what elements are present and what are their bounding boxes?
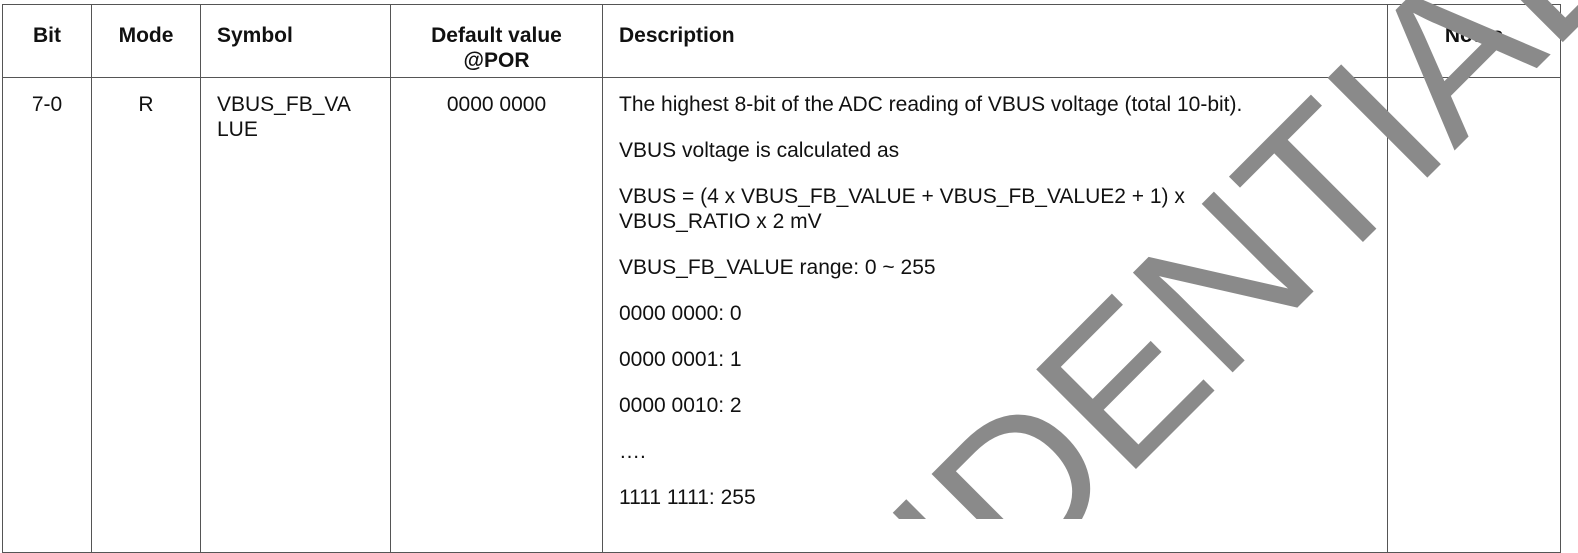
- desc-formula-line2: VBUS_RATIO x 2 mV: [619, 210, 822, 233]
- desc-line: 0000 0010: 2: [619, 394, 742, 417]
- cell-symbol: VBUS_FB_VA LUE: [200, 77, 391, 553]
- desc-line: 0000 0000: 0: [619, 302, 742, 325]
- header-bit: Bit: [2, 4, 92, 78]
- header-notes: Notes: [1387, 4, 1561, 78]
- desc-line: ….: [619, 440, 646, 463]
- header-default-line2: @POR: [463, 49, 530, 72]
- desc-line: VBUS voltage is calculated as: [619, 139, 900, 162]
- cell-bit: 7-0: [2, 77, 92, 553]
- header-description: Description: [602, 4, 1388, 78]
- cell-default-value: 0000 0000: [390, 77, 603, 553]
- header-default-line1: Default value: [431, 24, 562, 47]
- symbol-line1: VBUS_FB_VA: [217, 93, 351, 116]
- header-mode: Mode: [91, 4, 201, 78]
- desc-line: VBUS_FB_VALUE range: 0 ~ 255: [619, 256, 936, 279]
- symbol-line2: LUE: [217, 118, 258, 141]
- cell-notes: [1387, 77, 1561, 553]
- desc-formula-line1: VBUS = (4 x VBUS_FB_VALUE + VBUS_FB_VALU…: [619, 185, 1185, 208]
- cell-description: The highest 8-bit of the ADC reading of …: [602, 77, 1388, 553]
- desc-line: 0000 0001: 1: [619, 348, 742, 371]
- cell-mode: R: [91, 77, 201, 553]
- header-symbol: Symbol: [200, 4, 391, 78]
- table-row: 7-0 R VBUS_FB_VA LUE 0000 0000 The highe…: [2, 77, 1561, 553]
- desc-line: The highest 8-bit of the ADC reading of …: [619, 93, 1243, 116]
- desc-formula: VBUS = (4 x VBUS_FB_VALUE + VBUS_FB_VALU…: [619, 184, 1371, 234]
- desc-line: 1111 1111: 255: [619, 486, 756, 509]
- register-table: Bit Mode Symbol Default value @POR Descr…: [2, 4, 1561, 553]
- header-default-value: Default value @POR: [390, 4, 603, 78]
- header-row: Bit Mode Symbol Default value @POR Descr…: [2, 4, 1561, 78]
